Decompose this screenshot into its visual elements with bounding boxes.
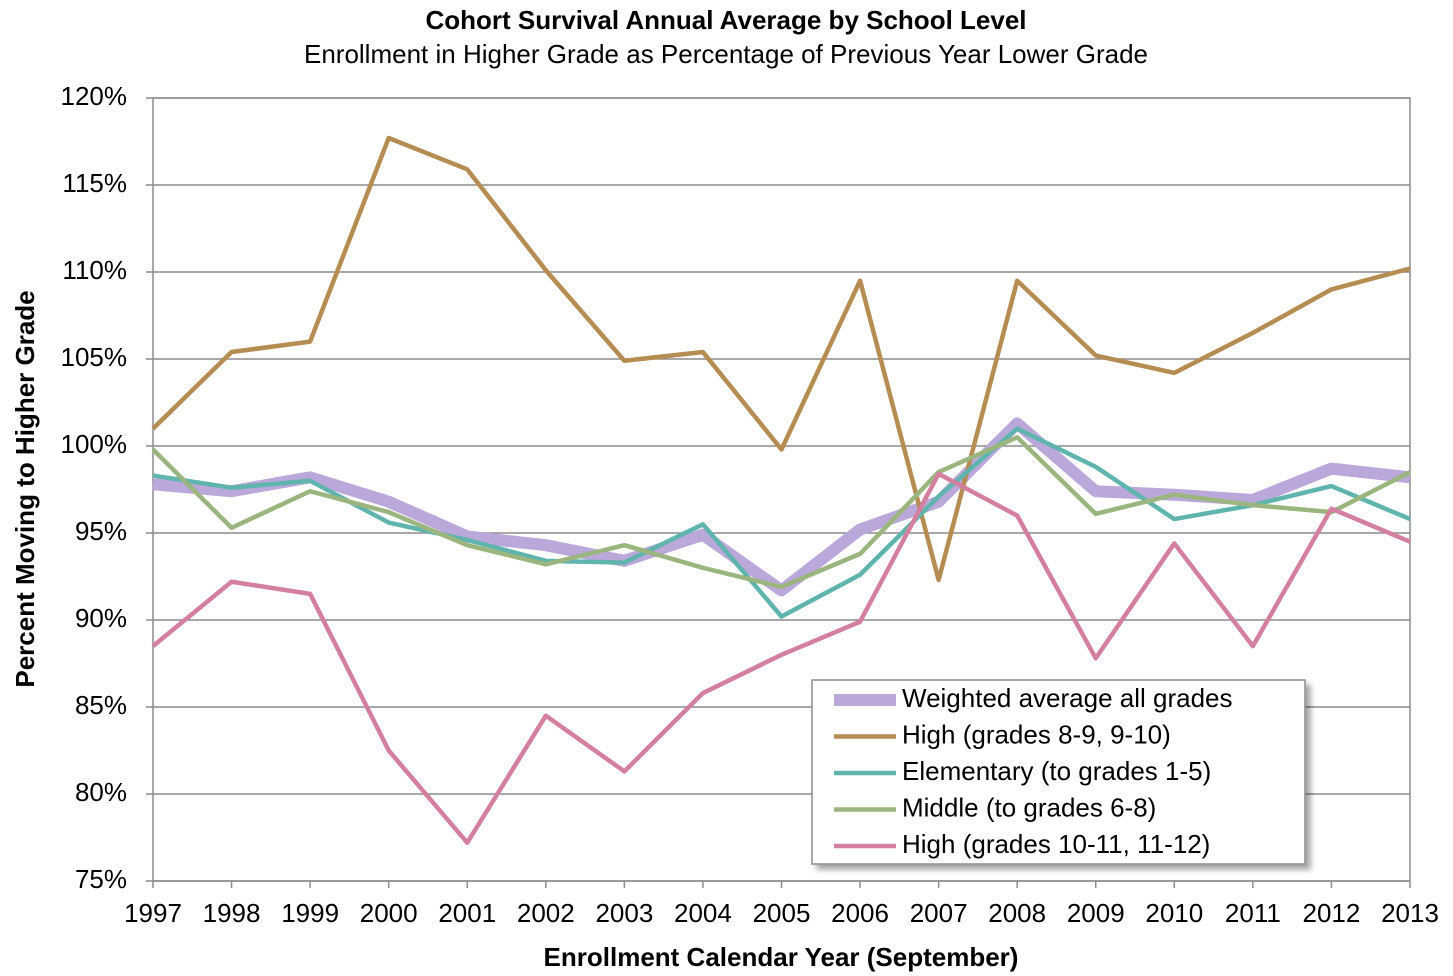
legend-label: High (grades 10-11, 11-12) <box>902 829 1210 859</box>
x-tick-label: 2001 <box>438 898 496 928</box>
x-tick-label: 2012 <box>1303 898 1361 928</box>
legend-label: Weighted average all grades <box>902 683 1233 713</box>
y-tick-label: 105% <box>61 342 128 372</box>
y-tick-label: 95% <box>75 516 127 546</box>
x-tick-label: 2003 <box>595 898 653 928</box>
x-tick-label: 2010 <box>1145 898 1203 928</box>
x-tick-label: 1997 <box>124 898 182 928</box>
y-tick-label: 85% <box>75 690 127 720</box>
legend-label: High (grades 8-9, 9-10) <box>902 719 1171 749</box>
series-line <box>151 135 1411 583</box>
y-tick-label: 120% <box>61 81 128 111</box>
y-tick-label: 110% <box>62 255 127 285</box>
y-axis-label: Percent Moving to Higher Grade <box>10 290 40 687</box>
x-tick-label: 2008 <box>988 898 1046 928</box>
chart-subtitle: Enrollment in Higher Grade as Percentage… <box>304 39 1148 69</box>
x-tick-label: 2013 <box>1381 898 1439 928</box>
x-tick-label: 1999 <box>281 898 339 928</box>
x-tick-label: 2000 <box>360 898 418 928</box>
y-tick-label: 75% <box>75 864 127 894</box>
y-tick-label: 80% <box>75 777 127 807</box>
legend: Weighted average all grades High (grades … <box>811 679 1306 865</box>
series-line <box>151 435 1412 590</box>
y-tick-label: 100% <box>61 429 128 459</box>
x-tick-label: 2006 <box>831 898 889 928</box>
legend-label: Middle (to grades 6-8) <box>902 792 1156 822</box>
x-axis-label: Enrollment Calendar Year (September) <box>544 942 1019 972</box>
x-tick-label: 2007 <box>910 898 968 928</box>
y-tick-label: 115% <box>62 168 127 198</box>
x-tick-label: 2005 <box>753 898 811 928</box>
legend-label: Elementary (to grades 1-5) <box>902 756 1211 786</box>
x-tick-label: 2004 <box>674 898 732 928</box>
x-tick-label: 2002 <box>517 898 575 928</box>
series-line <box>152 426 1411 619</box>
x-tick-label: 2009 <box>1067 898 1125 928</box>
x-tick-label: 1998 <box>203 898 261 928</box>
x-tick-label: 2011 <box>1225 898 1281 928</box>
y-tick-label: 90% <box>75 603 127 633</box>
series-line <box>151 471 1411 845</box>
chart-title: Cohort Survival Annual Average by School… <box>425 5 1026 35</box>
